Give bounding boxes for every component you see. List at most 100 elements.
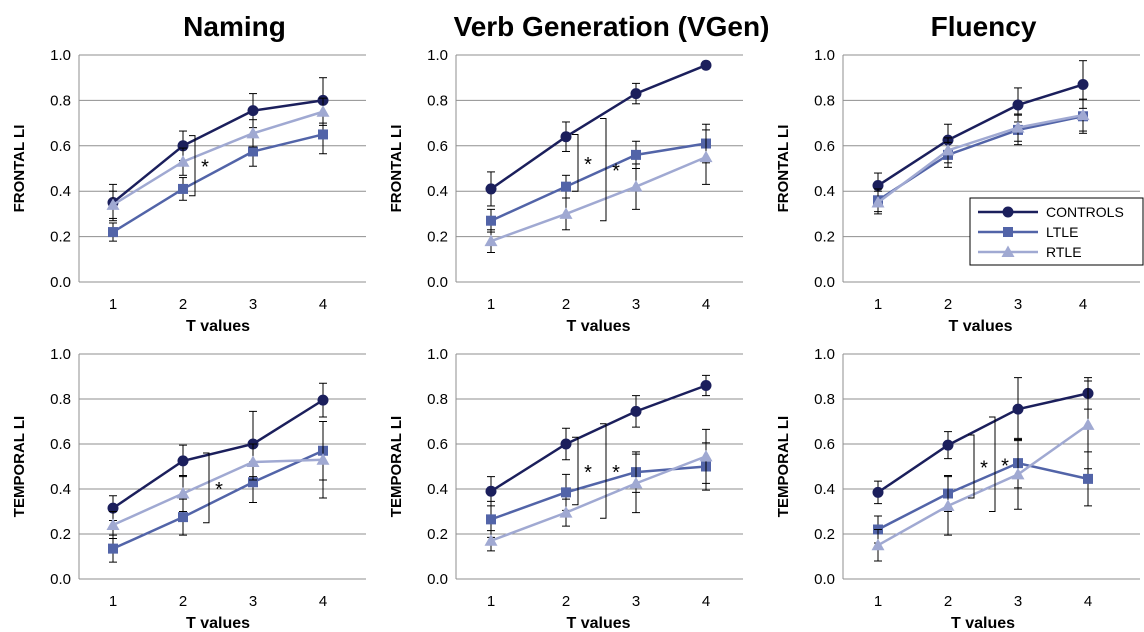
series-line-controls: [490, 384, 707, 493]
y-axis-label: FRONTAL LI: [775, 125, 792, 213]
data-point-rtle: [699, 150, 713, 163]
x-tick-label: 3: [1014, 296, 1022, 313]
data-point-controls: [560, 131, 572, 143]
data-point-controls: [1077, 79, 1089, 91]
data-point-rtle: [559, 207, 573, 219]
data-point-rtle: [699, 449, 713, 462]
significance-bracket: [572, 133, 579, 192]
series-line-controls: [112, 399, 324, 510]
significance-bracket: [600, 118, 607, 222]
significance-star: *: [980, 458, 988, 480]
data-point-ltle: [561, 181, 571, 192]
x-tick-label: 1: [874, 296, 882, 313]
y-tick-label: 0.8: [427, 391, 448, 408]
y-tick-label: 0.2: [814, 229, 835, 246]
series-line-ltle: [877, 115, 1084, 202]
y-tick-label: 0.4: [814, 183, 835, 200]
y-tick-label: 0.6: [50, 436, 71, 453]
x-tick-label: 4: [319, 296, 327, 313]
x-tick-label: 4: [1084, 593, 1092, 610]
legend-label: LTLE: [1046, 224, 1078, 240]
y-tick-label: 0.4: [50, 481, 71, 498]
series-line-ltle: [490, 465, 707, 521]
significance-bracket: [572, 436, 579, 506]
data-point-controls: [1012, 403, 1024, 415]
data-point-ltle: [631, 149, 641, 160]
y-tick-label: 0.8: [50, 92, 71, 109]
data-point-controls: [700, 59, 712, 71]
data-point-rtle: [106, 198, 120, 210]
y-tick-label: 0.6: [427, 138, 448, 155]
x-axis-label: T values: [566, 318, 630, 335]
y-tick-label: 0.4: [814, 481, 835, 498]
data-point-ltle: [486, 215, 496, 226]
data-point-controls: [485, 183, 497, 195]
y-tick-label: 0.0: [50, 274, 71, 291]
y-tick-label: 0.8: [427, 92, 448, 109]
y-tick-label: 1.0: [427, 346, 448, 363]
data-point-ltle: [178, 512, 188, 523]
data-point-rtle: [106, 518, 120, 530]
significance-star: *: [584, 154, 592, 176]
series-line-rtle: [490, 455, 707, 542]
x-axis-label: T values: [186, 615, 250, 632]
panel-6: 0.0 0.2 0.4 0.6 0.8 1.0 1 2 3 4 T values TEMPORAL L…: [775, 346, 1140, 632]
series-line-ltle: [490, 142, 707, 222]
data-point-rtle: [246, 455, 260, 467]
y-tick-label: 0.6: [50, 138, 71, 155]
data-point-rtle: [629, 180, 643, 192]
data-point-controls: [630, 405, 642, 417]
y-tick-label: 0.8: [814, 92, 835, 109]
y-tick-label: 0.0: [50, 571, 71, 588]
series-line-ltle: [877, 461, 1089, 531]
x-tick-label: 2: [562, 593, 570, 610]
data-point-ltle: [561, 487, 571, 498]
data-point-rtle: [316, 105, 330, 117]
y-tick-label: 0.4: [50, 183, 71, 200]
data-point-controls: [700, 380, 712, 391]
x-tick-label: 1: [109, 593, 117, 610]
chart-title: Fluency: [931, 11, 1037, 42]
series-line-controls: [877, 392, 1089, 494]
x-tick-label: 4: [702, 593, 710, 610]
legend-marker: [1003, 227, 1013, 237]
data-point-ltle: [178, 183, 188, 194]
x-tick-label: 4: [319, 593, 327, 610]
data-point-rtle: [484, 534, 498, 546]
y-axis-label: FRONTAL LI: [388, 125, 405, 213]
significance-bracket: [203, 452, 210, 524]
x-tick-label: 2: [179, 593, 187, 610]
panel-2: 0.0 0.2 0.4 0.6 0.8 1.0 1 2 3 4 T values FRONTAL LI…: [388, 11, 769, 335]
y-axis-label: TEMPORAL LI: [388, 416, 405, 517]
significance-star: *: [1001, 455, 1009, 477]
y-tick-label: 0.6: [814, 436, 835, 453]
data-point-controls: [942, 439, 954, 451]
legend-label: CONTROLS: [1046, 204, 1124, 220]
data-point-rtle: [629, 476, 643, 489]
data-point-rtle: [1011, 467, 1025, 480]
x-tick-label: 2: [562, 296, 570, 313]
y-tick-label: 0.0: [427, 274, 448, 291]
data-point-rtle: [559, 506, 573, 518]
legend-marker: [1002, 206, 1014, 218]
panel-1: 0.0 0.2 0.4 0.6 0.8 1.0 1 2 3 4 T values FRONTAL LI…: [11, 11, 366, 335]
series-line-rtle: [490, 155, 707, 243]
significance-bracket: [968, 434, 975, 499]
data-point-ltle: [108, 227, 118, 238]
data-point-rtle: [176, 487, 190, 499]
series-line-rtle: [112, 458, 324, 527]
series-line-controls: [490, 64, 707, 190]
x-tick-label: 3: [632, 296, 640, 313]
y-axis-label: TEMPORAL LI: [775, 416, 792, 517]
data-point-controls: [1012, 99, 1024, 111]
data-point-ltle: [1083, 473, 1093, 484]
x-tick-label: 4: [702, 296, 710, 313]
data-point-controls: [872, 180, 884, 192]
series-line-rtle: [877, 113, 1084, 204]
x-tick-label: 3: [632, 593, 640, 610]
series-line-ltle: [112, 449, 324, 550]
y-tick-label: 1.0: [427, 47, 448, 64]
x-tick-label: 3: [1014, 593, 1022, 610]
y-tick-label: 0.8: [814, 391, 835, 408]
